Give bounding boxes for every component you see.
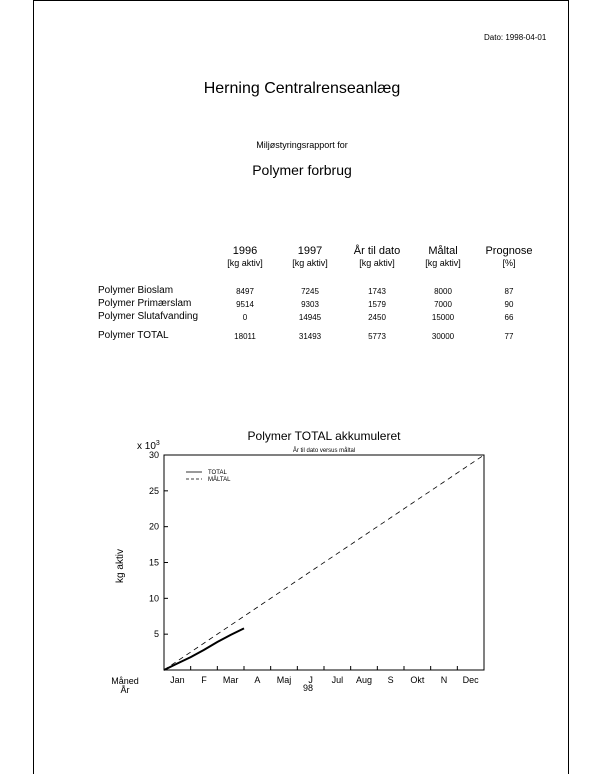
table-cell: 1743 — [368, 287, 386, 296]
table-cell: 8497 — [236, 287, 254, 296]
col-header-ytd: År til dato [kg aktiv] — [353, 245, 401, 268]
y-tick-label: 20 — [149, 522, 159, 532]
x-tick-label: Maj — [277, 675, 292, 685]
x-tick-label: J — [308, 675, 313, 685]
table-cell: 30000 — [431, 332, 455, 341]
x-tick-label: N — [441, 675, 448, 685]
y-axis-label: kg aktiv — [115, 549, 126, 583]
row-label: Polymer Bioslam — [98, 285, 174, 296]
y-scale-label: x 103 — [137, 440, 160, 452]
table-cell: 8000 — [434, 287, 452, 296]
x-axis-month-label: Måned — [111, 676, 139, 686]
x-tick-label: S — [388, 675, 394, 685]
page-border-top — [33, 0, 569, 1]
x-tick-label: Aug — [356, 675, 372, 685]
x-tick-label: Okt — [410, 675, 425, 685]
table-cell: 0 — [242, 313, 248, 322]
col-header-1996: 1996 [kg aktiv] — [227, 245, 263, 268]
page-border-right — [568, 0, 569, 774]
page-border-left — [33, 0, 34, 774]
table-cell: 18011 — [234, 332, 256, 341]
report-subtitle: Miljøstyringsrapport for — [256, 140, 348, 150]
y-tick-label: 30 — [149, 450, 159, 460]
chart-title: Polymer TOTAL akkumuleret — [248, 429, 402, 443]
y-tick-label: 15 — [149, 558, 159, 568]
table-cell: 2450 — [368, 313, 386, 322]
col-header-1997: 1997 [kg aktiv] — [292, 245, 328, 268]
report-date: Dato: 1998-04-01 — [484, 33, 547, 42]
y-tick-label: 5 — [154, 629, 159, 639]
y-tick-label: 25 — [149, 486, 159, 496]
row-label: Polymer TOTAL — [98, 330, 169, 341]
x-tick-label: Mar — [223, 675, 239, 685]
y-tick-label: 10 — [149, 593, 159, 603]
table-cell: 66 — [504, 313, 514, 322]
row-label: Polymer Slutafvanding — [98, 311, 199, 322]
x-tick-label: F — [201, 675, 207, 685]
series-line-total — [163, 627, 245, 671]
table-cell: 15000 — [431, 313, 455, 322]
x-tick-label: Jan — [170, 675, 185, 685]
chart-subtitle: År til dato versus måltal — [293, 447, 355, 454]
table-cell: 9303 — [301, 300, 319, 309]
legend-label: TOTAL — [208, 470, 227, 476]
col-header-forecast: Prognose [%] — [485, 245, 533, 268]
table-cell: 7245 — [301, 287, 319, 296]
row-label: Polymer Primærslam — [98, 298, 192, 309]
x-axis-year-label: År — [121, 685, 130, 695]
table-cell: 90 — [504, 300, 514, 309]
series-line-måltal — [163, 454, 485, 671]
table-cell: 9514 — [236, 300, 254, 309]
x-tick-label: Dec — [463, 675, 480, 685]
table-cell: 5773 — [368, 332, 386, 341]
report-title: Herning Centralrenseanlæg — [203, 80, 401, 97]
report-subject: Polymer forbrug — [252, 162, 352, 178]
x-tick-label: A — [254, 675, 260, 685]
table-cell: 7000 — [434, 300, 452, 309]
table-cell: 87 — [504, 287, 514, 296]
table-cell: 77 — [504, 332, 514, 341]
table-cell: 31493 — [298, 332, 322, 341]
table-cell: 1579 — [368, 300, 386, 309]
legend-label: MÅLTAL — [208, 476, 231, 483]
table-cell: 14945 — [298, 313, 322, 322]
col-header-target: Måltal [kg aktiv] — [425, 245, 461, 268]
year-tick-label: 98 — [303, 683, 313, 693]
x-tick-label: Jul — [332, 675, 344, 685]
